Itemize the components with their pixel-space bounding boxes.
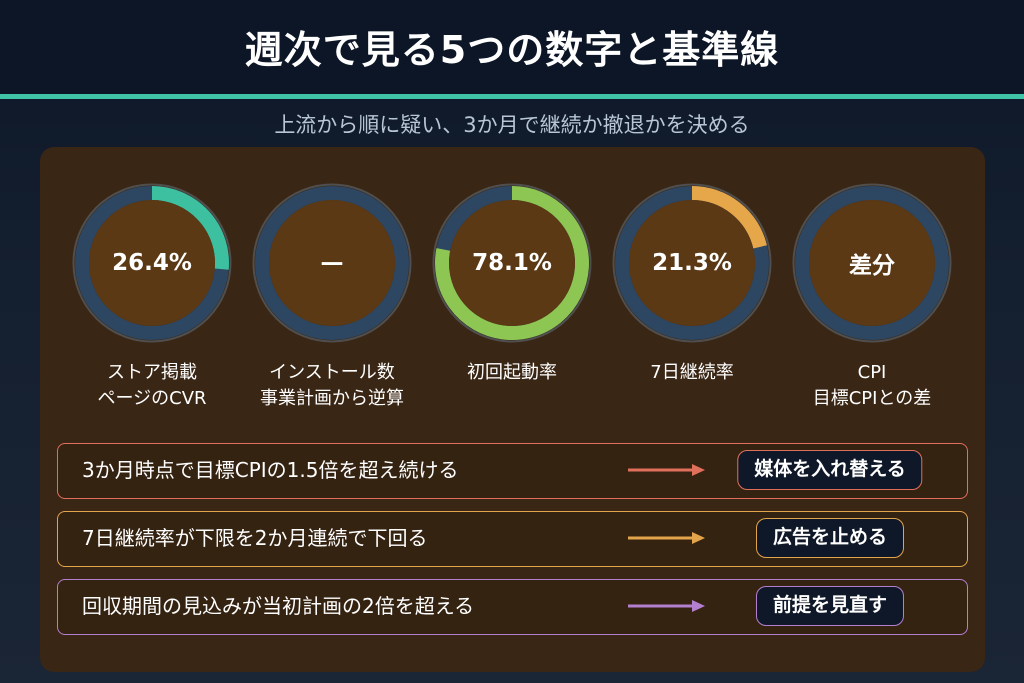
rule-condition: 7日継続率が下限を2か月連続で下回る [82, 526, 428, 550]
gauge-outline [252, 183, 412, 343]
page-title: 週次で見る5つの数字と基準線 [244, 28, 780, 72]
gauge-label: 7日継続率 [602, 360, 782, 386]
gauge-value: 26.4% [112, 250, 192, 276]
rule-row-retention: 7日継続率が下限を2か月連続で下回る 広告を止める [57, 511, 968, 567]
rule-action-badge: 広告を止める [755, 518, 905, 558]
gauge-store-page-cvr: 26.4% [70, 181, 234, 345]
gauge-track [795, 186, 949, 340]
gauge-first-launch-rate: 78.1% [430, 181, 594, 345]
gauge-track [255, 186, 409, 340]
gauge-cpi-gap: 差分 [790, 181, 954, 345]
gauge-value: — [320, 250, 344, 276]
accent-divider [0, 94, 1024, 99]
rule-condition: 3か月時点で目標CPIの1.5倍を超え続ける [82, 458, 459, 482]
gauge-inner-disc [629, 200, 755, 326]
gauge-inner-disc [449, 200, 575, 326]
arrow-head [692, 464, 705, 476]
arrow-head [692, 600, 705, 612]
gauge-day7-retention: 21.3% [610, 181, 774, 345]
arrow-right-icon [628, 532, 705, 544]
gauge-value: 21.3% [652, 250, 732, 276]
gauge-inner-disc [809, 200, 935, 326]
header: 週次で見る5つの数字と基準線 [0, 0, 1024, 94]
gauge-value: 78.1% [472, 250, 552, 276]
gauge-label: インストール数 事業計画から逆算 [242, 360, 422, 412]
metrics-panel: 26.4% ストア掲載 ページのCVR — インストール数 事業計画から逆算 7… [40, 147, 985, 672]
arrow-head [692, 532, 705, 544]
gauge-label-line: 初回起動率 [467, 362, 557, 383]
arrow-right-icon [628, 464, 705, 476]
gauge-label: CPI 目標CPIとの差 [782, 360, 962, 412]
gauge-ring [432, 183, 592, 343]
rule-row-cpi: 3か月時点で目標CPIの1.5倍を超え続ける 媒体を入れ替える [57, 443, 968, 499]
gauge-label-line: CPI [857, 362, 887, 383]
gauge-ring [252, 183, 412, 343]
gauge-label: ストア掲載 ページのCVR [62, 360, 242, 412]
gauge-label: 初回起動率 [422, 360, 602, 386]
gauge-label-line: 7日継続率 [650, 362, 734, 383]
gauge-progress-arc [435, 186, 589, 340]
rule-row-payback: 回収期間の見込みが当初計画の2倍を超える 前提を見直す [57, 579, 968, 635]
gauge-label-line: 事業計画から逆算 [260, 388, 404, 409]
gauge-inner-disc [89, 200, 215, 326]
gauge-progress-arc [151, 186, 229, 270]
gauge-installs: — [250, 181, 414, 345]
gauge-outline [72, 183, 232, 343]
gauge-progress-arc [691, 186, 767, 249]
gauge-ring [612, 183, 772, 343]
arrow-right-icon [628, 600, 705, 612]
gauge-label-line: 目標CPIとの差 [812, 388, 932, 409]
gauge-inner-disc [269, 200, 395, 326]
gauge-label-line: ストア掲載 [107, 362, 197, 383]
page-subtitle: 上流から順に疑い、3か月で継続か撤退かを決める [274, 113, 750, 137]
gauge-value: 差分 [849, 253, 895, 279]
gauge-ring [792, 183, 952, 343]
gauge-ring [72, 183, 232, 343]
rule-action-badge: 前提を見直す [755, 586, 905, 626]
gauge-label-line: インストール数 [269, 362, 395, 383]
gauge-outline [612, 183, 772, 343]
gauge-outline [432, 183, 592, 343]
rule-action-badge: 媒体を入れ替える [737, 450, 923, 490]
gauge-outline [792, 183, 952, 343]
gauge-label-line: ページのCVR [97, 388, 207, 409]
rule-condition: 回収期間の見込みが当初計画の2倍を超える [82, 594, 475, 618]
